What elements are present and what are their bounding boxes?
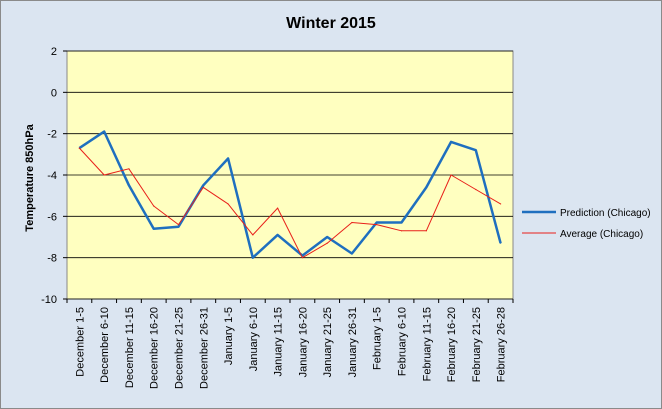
x-tick-label: December 11-15 — [124, 307, 136, 388]
x-tick-label: December 1-5 — [74, 307, 86, 377]
x-tick-label: February 1-5 — [372, 307, 384, 370]
data-point — [252, 257, 254, 259]
data-point — [177, 224, 180, 226]
series-line-2 — [79, 147, 501, 259]
data-point — [153, 228, 155, 230]
x-tick-label: January 1-5 — [223, 307, 235, 365]
x-tick-label: December 26-31 — [198, 307, 210, 389]
data-point — [500, 242, 502, 244]
data-point — [227, 157, 229, 160]
data-point — [103, 174, 105, 176]
data-point — [128, 184, 130, 186]
data-point — [500, 203, 502, 205]
chart-title: Winter 2015 — [286, 15, 376, 32]
series-line-1 — [78, 130, 502, 259]
data-point — [202, 184, 204, 186]
x-tick-label: January 11-15 — [273, 307, 285, 377]
data-point — [277, 234, 279, 236]
data-point — [475, 188, 477, 191]
data-point — [78, 147, 80, 149]
data-point — [425, 230, 427, 232]
x-tick-label: January 26-31 — [347, 307, 359, 377]
y-tick-label: 0 — [51, 87, 57, 99]
x-tick-label: February 6-10 — [397, 307, 409, 376]
series-lines — [78, 130, 502, 259]
data-point — [376, 224, 378, 226]
data-point — [277, 207, 279, 209]
y-tick-label: -2 — [47, 129, 57, 141]
x-tick-label: December 16-20 — [149, 307, 161, 389]
data-point — [252, 234, 254, 236]
legend-label: Average (Chicago) — [560, 229, 643, 240]
data-point — [376, 221, 378, 224]
data-point — [326, 242, 328, 244]
x-tick-label: February 26-28 — [496, 307, 508, 382]
x-tick-label: February 11-15 — [421, 307, 433, 381]
y-tick-label: -6 — [47, 211, 57, 223]
data-point — [450, 141, 452, 143]
x-tick-label: December 21-25 — [174, 307, 186, 389]
x-axis-ticks: December 1-5 December 6-10 December 11-15 D… — [66, 299, 514, 389]
x-tick-label: January 6-10 — [248, 307, 260, 371]
y-axis-title: Temperature 850hPa — [24, 123, 36, 231]
data-point — [450, 174, 452, 176]
data-point — [326, 236, 328, 238]
y-axis-ticks: 2 0 -2 -4 -6 -8 -10 — [41, 46, 67, 306]
x-tick-label: December 6-10 — [99, 307, 111, 383]
data-point — [400, 221, 403, 224]
data-point — [425, 186, 427, 188]
data-point — [351, 221, 353, 224]
data-point — [202, 186, 204, 188]
data-point — [103, 131, 105, 133]
x-tick-label: February 16-20 — [446, 307, 458, 382]
data-point — [301, 257, 303, 259]
x-tick-label: January 16-20 — [297, 307, 309, 377]
x-tick-label: January 21-25 — [322, 307, 334, 377]
data-point — [301, 255, 303, 257]
y-tick-label: -10 — [41, 294, 57, 306]
data-point — [227, 203, 229, 205]
data-point — [128, 168, 130, 170]
y-tick-label: -4 — [47, 170, 57, 182]
data-point — [177, 226, 180, 228]
legend-label: Prediction (Chicago) — [560, 208, 651, 219]
data-point — [475, 149, 477, 151]
data-point — [153, 205, 155, 207]
y-tick-label: -8 — [47, 253, 57, 265]
data-point — [400, 230, 403, 232]
x-tick-label: February 21-25 — [471, 307, 483, 382]
y-tick-label: 2 — [51, 46, 57, 58]
legend: Prediction (Chicago) Average (Chicago) — [522, 208, 651, 240]
data-point — [351, 252, 353, 255]
